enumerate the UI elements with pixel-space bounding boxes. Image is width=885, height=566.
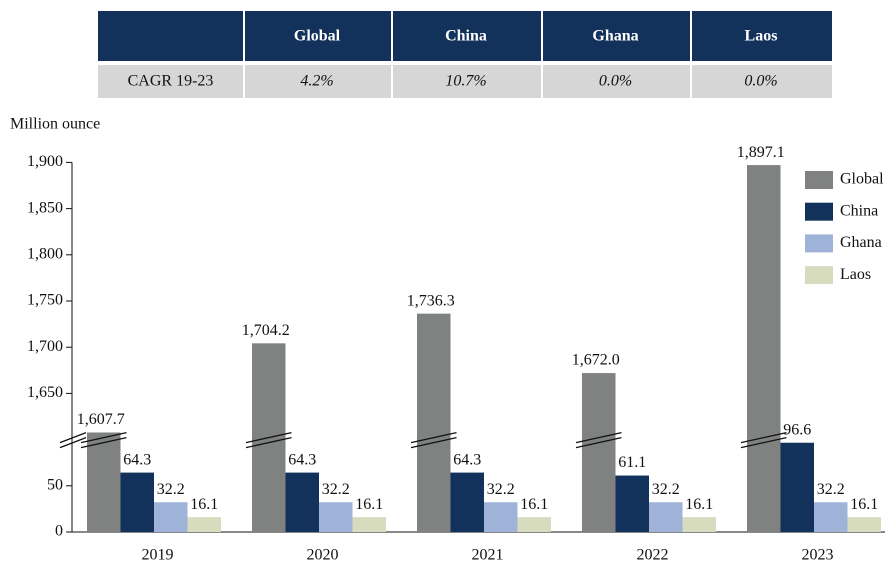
- bar: [187, 517, 221, 532]
- bar: [87, 432, 121, 532]
- y-tick-label: 1,700: [27, 338, 63, 355]
- header-text: Global: [294, 28, 341, 45]
- cell-text: 4.2%: [300, 73, 333, 90]
- x-tick-label: 2020: [307, 547, 339, 564]
- value-label: 16.1: [850, 496, 878, 513]
- table-cell: [98, 65, 243, 98]
- value-label: 64.3: [288, 451, 316, 468]
- axis-break: [80, 436, 127, 449]
- axis-break: [245, 431, 292, 444]
- header-text: Ghana: [592, 28, 638, 45]
- value-label: 16.1: [190, 496, 218, 513]
- value-label: 64.3: [453, 451, 481, 468]
- y-tick-label: 1,800: [27, 245, 63, 262]
- x-tick-label: 2023: [802, 547, 834, 564]
- legend-swatch: [805, 171, 833, 189]
- bar: [285, 472, 319, 532]
- bar: [649, 502, 683, 532]
- value-label: 32.2: [157, 481, 185, 498]
- axis-break: [740, 436, 787, 449]
- value-label: 96.6: [783, 421, 811, 438]
- header-text: Laos: [745, 28, 778, 45]
- value-label: 1,672.0: [572, 352, 620, 369]
- bar: [319, 502, 353, 532]
- table-cell: [245, 65, 391, 98]
- bar: [517, 517, 551, 532]
- legend-swatch: [805, 202, 833, 221]
- y-tick-label: 1,850: [27, 199, 63, 216]
- bar: [582, 373, 616, 532]
- bar: [154, 502, 188, 532]
- axis-break: [410, 436, 457, 449]
- x-tick-label: 2019: [142, 547, 174, 564]
- value-label: 16.1: [685, 496, 713, 513]
- axis-break: [59, 431, 87, 444]
- table-cell: [692, 65, 832, 98]
- header-cell: [692, 11, 832, 61]
- header-text: China: [445, 28, 487, 45]
- value-label: 61.1: [618, 454, 646, 471]
- legend-label: China: [840, 202, 878, 219]
- bar: [484, 502, 518, 532]
- value-label: 32.2: [652, 481, 680, 498]
- axis-break: [575, 431, 622, 444]
- axis-break: [410, 431, 457, 444]
- header-cell: [393, 11, 541, 61]
- bar: [747, 165, 781, 533]
- legend-swatch: [805, 234, 833, 253]
- header-cell: [245, 11, 391, 61]
- y-tick-label: 0: [55, 523, 63, 540]
- bar: [847, 517, 881, 532]
- y-tick-label: 1,900: [27, 153, 63, 170]
- axis-break: [59, 436, 87, 449]
- cell-text: CAGR 19-23: [128, 73, 214, 90]
- axis-break: [80, 431, 127, 444]
- value-label: 64.3: [123, 451, 151, 468]
- bar: [814, 502, 848, 532]
- axis-break: [740, 431, 787, 444]
- value-label: 1,897.1: [737, 144, 785, 161]
- bar: [615, 475, 649, 532]
- axis-break: [245, 436, 292, 449]
- legend-swatch: [805, 266, 833, 285]
- y-tick-label: 1,650: [27, 384, 63, 401]
- header-cell: [543, 11, 690, 61]
- value-label: 1,704.2: [242, 322, 290, 339]
- bar: [780, 442, 814, 532]
- cell-text: 10.7%: [445, 73, 486, 90]
- bar: [352, 517, 386, 532]
- y-axis-label: Million ounce: [10, 116, 100, 133]
- legend-label: Laos: [840, 266, 871, 283]
- legend-label: Global: [840, 171, 884, 188]
- table-cell: [543, 65, 690, 98]
- header-corner: [98, 11, 243, 61]
- bar: [682, 517, 716, 532]
- value-label: 1,607.7: [77, 411, 125, 428]
- y-tick-label: 50: [47, 476, 63, 493]
- cell-text: 0.0%: [599, 73, 632, 90]
- axis-break: [575, 436, 622, 449]
- x-tick-label: 2022: [637, 547, 669, 564]
- value-label: 32.2: [322, 481, 350, 498]
- y-tick-label: 1,750: [27, 292, 63, 309]
- cell-text: 0.0%: [744, 73, 777, 90]
- value-label: 32.2: [817, 481, 845, 498]
- value-label: 16.1: [355, 496, 383, 513]
- value-label: 16.1: [520, 496, 548, 513]
- legend-label: Ghana: [840, 234, 882, 251]
- bar: [417, 313, 451, 532]
- bar: [450, 472, 484, 532]
- bar: [120, 472, 154, 532]
- value-label: 32.2: [487, 481, 515, 498]
- table-cell: [393, 65, 541, 98]
- x-tick-label: 2021: [472, 547, 504, 564]
- value-label: 1,736.3: [407, 292, 455, 309]
